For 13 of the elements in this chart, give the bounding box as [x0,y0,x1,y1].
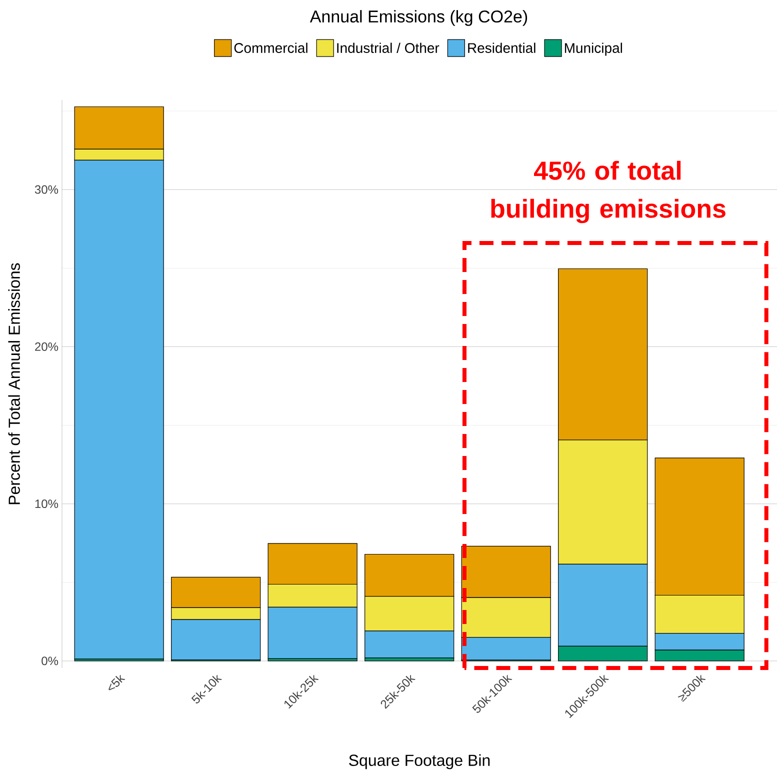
x-tick-label: <5k [108,674,126,690]
y-tick-label: 30% [34,185,58,194]
legend-label: Industrial / Other [337,42,440,53]
legend-title: Annual Emissions (kg CO2e) [310,10,528,26]
x-axis-title: Square Footage Bin [349,754,490,770]
legend-label: Residential [468,42,536,53]
y-tick-label: 10% [35,500,58,508]
y-tick-label: 20% [35,342,58,351]
y-tick-label: 0% [42,656,58,666]
y-axis-title: Percent of Total Annual Emissions [8,263,20,504]
annotation: 45% of total building emissions [491,160,726,224]
legend-label: Municipal [564,42,622,56]
legend-label: Commercial [234,42,308,53]
